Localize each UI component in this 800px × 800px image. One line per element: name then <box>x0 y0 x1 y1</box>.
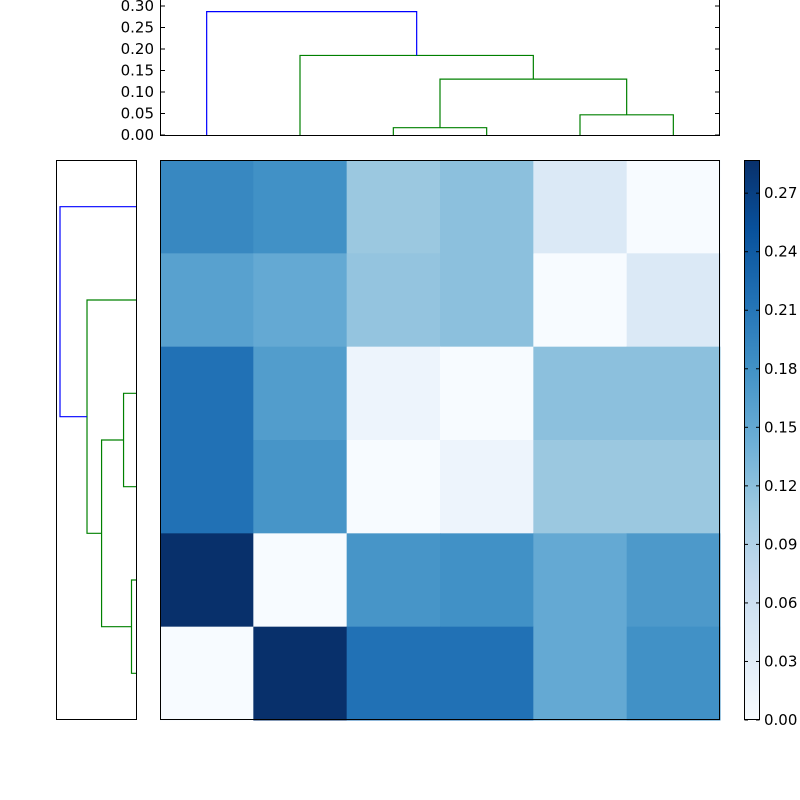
top-dendrogram-frame <box>160 0 720 136</box>
colorbar-gradient <box>744 160 760 720</box>
colorbar-tick-label: 0.24 <box>764 243 797 261</box>
colorbar-tick-label: 0.12 <box>764 477 797 495</box>
heatmap-cell <box>626 346 721 441</box>
heatmap-cells <box>160 160 721 721</box>
heatmap-cell <box>346 253 441 348</box>
colorbar-tick-label: 0.09 <box>764 535 797 553</box>
heatmap-cell <box>160 160 254 254</box>
heatmap-cell <box>253 440 348 534</box>
heatmap-cell <box>626 440 721 534</box>
colorbar-frame <box>744 160 760 720</box>
heatmap-cell <box>346 440 441 534</box>
heatmap-cell <box>440 346 534 441</box>
heatmap <box>160 160 721 721</box>
heatmap-cell <box>253 253 348 348</box>
colorbar-tick-label: 0.00 <box>764 711 797 729</box>
colorbar-tick-label: 0.18 <box>764 360 797 378</box>
heatmap-cell <box>533 160 628 254</box>
heatmap-cell <box>440 160 534 254</box>
heatmap-cell <box>533 253 628 348</box>
heatmap-cell <box>626 253 721 348</box>
top-dendrogram-links <box>206 10 674 135</box>
top-y-tick-label: 0.25 <box>121 19 154 37</box>
top-dendrogram: 0.00 0.05 0.10 0.15 0.20 0.25 0.30 <box>121 0 720 144</box>
heatmap-cell <box>626 533 721 628</box>
heatmap-cell <box>440 533 534 628</box>
top-dendrogram-link <box>206 10 418 135</box>
heatmap-frame <box>160 160 720 720</box>
left-dendrogram-links <box>59 206 136 674</box>
heatmap-cell <box>533 346 628 441</box>
heatmap-cell <box>346 160 441 254</box>
heatmap-cell <box>346 533 441 628</box>
heatmap-cell <box>346 626 441 721</box>
top-y-tick-label: 0.30 <box>121 0 154 15</box>
left-dendrogram-frame <box>56 160 137 720</box>
colorbar-ticks: 0.00 0.03 0.06 0.09 0.12 0.15 0.18 0.21 0.24 0.27 <box>744 184 797 729</box>
heatmap-cell <box>626 160 721 254</box>
heatmap-cell <box>440 253 534 348</box>
heatmap-cell <box>160 626 254 721</box>
left-dendrogram <box>56 160 137 720</box>
colorbar-tick-label: 0.27 <box>764 184 797 202</box>
heatmap-cell <box>160 533 254 628</box>
colorbar-tick-label: 0.06 <box>764 594 797 612</box>
colorbar-tick-label: 0.21 <box>764 301 797 319</box>
heatmap-cell <box>160 346 254 441</box>
heatmap-cell <box>346 346 441 441</box>
heatmap-cell <box>253 533 348 628</box>
heatmap-cell <box>440 626 534 721</box>
colorbar-tick-label: 0.03 <box>764 652 797 670</box>
heatmap-cell <box>533 440 628 534</box>
heatmap-cell <box>253 626 348 721</box>
heatmap-cell <box>440 440 534 534</box>
heatmap-cell <box>533 626 628 721</box>
heatmap-cell <box>253 346 348 441</box>
top-y-tick-label: 0.00 <box>121 126 154 144</box>
top-y-tick-label: 0.05 <box>121 105 154 123</box>
heatmap-cell <box>533 533 628 628</box>
heatmap-cell <box>160 440 254 534</box>
top-y-tick-label: 0.15 <box>121 62 154 80</box>
heatmap-cell <box>253 160 348 254</box>
heatmap-cell <box>160 253 254 348</box>
top-y-tick-label: 0.10 <box>121 83 154 101</box>
heatmap-cell <box>626 626 721 721</box>
left-dendrogram-link <box>59 206 136 418</box>
top-y-tick-label: 0.20 <box>121 40 154 58</box>
top-dendrogram-y-axis: 0.00 0.05 0.10 0.15 0.20 0.25 0.30 <box>121 0 720 144</box>
colorbar-tick-label: 0.15 <box>764 418 797 436</box>
colorbar: 0.00 0.03 0.06 0.09 0.12 0.15 0.18 0.21 0.24 0.27 <box>744 160 797 729</box>
